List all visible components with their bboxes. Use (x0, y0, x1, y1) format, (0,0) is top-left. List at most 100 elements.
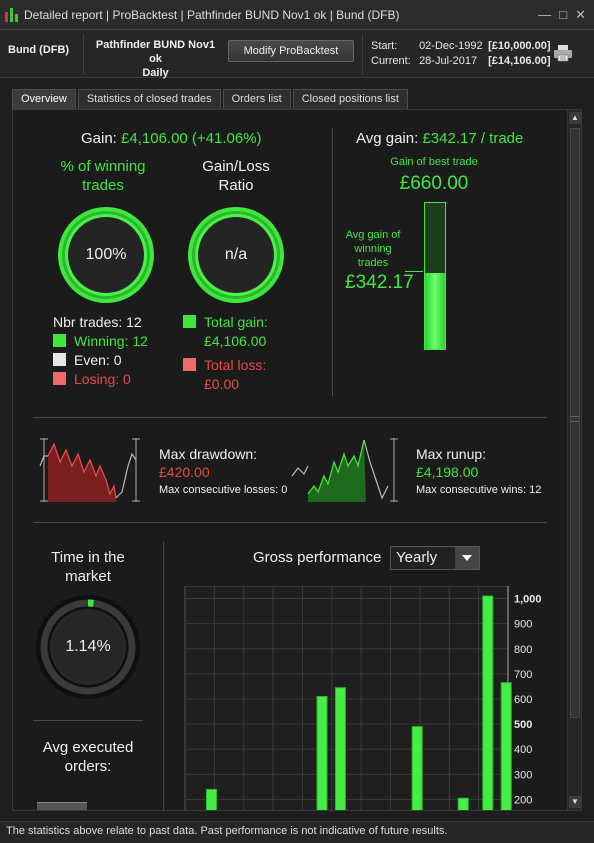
close-button[interactable]: ✕ (575, 6, 586, 22)
modify-probacktest-button[interactable]: Modify ProBacktest (228, 40, 354, 62)
gain-label: Gain: (81, 130, 117, 147)
time-in-market-gauge: 1.14% (35, 594, 141, 700)
strategy-timeframe: Daily (142, 67, 169, 79)
performance-bar (334, 687, 346, 810)
time-in-market-value: 1.14% (65, 638, 111, 655)
y-tick-label: 200 (514, 794, 532, 806)
tab-overview[interactable]: Overview (12, 89, 76, 109)
maximize-button[interactable]: □ (559, 6, 568, 22)
start-amount: [£10,000.00] (488, 40, 551, 52)
y-tick-label: 800 (514, 644, 532, 656)
candlestick-icon (4, 7, 20, 23)
winning-swatch (53, 334, 66, 347)
gross-performance-chart: 1,000 900 800 700 600 500 400 300 200 (184, 586, 542, 810)
max-consecutive-wins: Max consecutive wins: 12 (416, 484, 542, 496)
avg-gain-bar (424, 202, 446, 350)
scroll-up-icon[interactable]: ▲ (569, 112, 581, 124)
even-count: Even: 0 (74, 352, 122, 368)
tab-statistics-closed-trades[interactable]: Statistics of closed trades (77, 89, 221, 109)
scrollbar-grip-icon (571, 416, 579, 422)
drawdown-chart-icon (39, 438, 140, 502)
current-amount: [£14,106.00] (488, 55, 551, 67)
pct-winning-value: 100% (85, 246, 127, 263)
avg-gain-value: £342.17 / trade (422, 130, 524, 147)
performance-bar (316, 695, 328, 810)
drawdown-stats: Max drawdown: £420.00 Max consecutive lo… (159, 445, 287, 499)
trades-count: Nbr trades: 12 Winning: 12 Even: 0 Losin… (53, 313, 148, 389)
overview-panel: Gain: £4,106.00 (+41.06%) % of winning t… (12, 109, 582, 811)
avg-gain-summary: Avg gain: £342.17 / trade (356, 130, 523, 147)
gain-loss-gauge: n/a (183, 202, 289, 308)
report-header: Bund (DFB) Pathfinder BUND Nov1 ok Daily… (0, 30, 594, 80)
total-loss-swatch (183, 358, 196, 371)
start-date: 02-Dec-1992 (419, 40, 483, 52)
current-date: 28-Jul-2017 (419, 55, 478, 67)
pct-winning-gauge: 100% (53, 202, 159, 308)
scrollbar-thumb[interactable] (570, 128, 580, 718)
total-loss-value: £0.00 (204, 376, 240, 392)
best-trade-value: £660.00 (399, 173, 469, 194)
gain-loss-value: n/a (224, 246, 248, 263)
avg-executed-orders-label: Avg executed orders: (42, 739, 134, 775)
avg-gain-bar-fill (425, 273, 445, 349)
gain-summary: Gain: £4,106.00 (+41.06%) (81, 130, 262, 147)
y-tick-label: 300 (514, 769, 532, 781)
vertical-scrollbar[interactable]: ▲ ▼ (567, 110, 581, 810)
max-runup-label: Max runup: (416, 446, 487, 462)
section-divider (332, 128, 333, 396)
header-divider (83, 34, 84, 74)
period-select[interactable]: Yearly (390, 546, 480, 570)
current-label: Current: (371, 55, 411, 67)
overview-content: Gain: £4,106.00 (+41.06%) % of winning t… (13, 110, 566, 810)
instrument-name: Bund (DFB) (8, 44, 70, 56)
performance-bar (205, 788, 217, 810)
total-gain-label: Total gain: (204, 314, 268, 330)
strategy-title: Pathfinder BUND Nov1 ok (95, 39, 216, 65)
scroll-down-icon[interactable]: ▼ (569, 796, 581, 808)
total-gain-value: £4,106.00 (204, 333, 267, 349)
time-in-market-label: Time in the market (51, 549, 125, 585)
report-tabs: Overview Statistics of closed trades Ord… (12, 89, 408, 109)
avg-pointer-line (405, 271, 423, 272)
window-titlebar: Detailed report | ProBacktest | Pathfind… (0, 0, 594, 30)
gain-loss-label: Gain/Loss Ratio (202, 158, 270, 194)
nbr-trades: Nbr trades: 12 (53, 314, 142, 330)
runup-stats: Max runup: £4,198.00 Max consecutive win… (416, 445, 541, 499)
print-icon[interactable] (553, 44, 573, 62)
performance-bar (482, 595, 494, 810)
winning-count: Winning: 12 (74, 333, 148, 349)
y-tick-label: 600 (514, 694, 532, 706)
period-select-value: Yearly (396, 549, 438, 566)
section-divider (33, 720, 143, 721)
max-runup-value: £4,198.00 (416, 464, 479, 480)
tab-closed-positions-list[interactable]: Closed positions list (292, 89, 408, 109)
section-divider (33, 417, 547, 418)
window-title: Detailed report | ProBacktest | Pathfind… (24, 7, 400, 22)
tab-orders-list[interactable]: Orders list (222, 89, 291, 109)
losing-swatch (53, 372, 66, 385)
date-range: Start: 02-Dec-1992 [£10,000.00] Current:… (371, 39, 551, 69)
performance-bar (457, 797, 469, 810)
best-trade-label: Gain of best trade (390, 156, 478, 168)
y-tick-label: 400 (514, 744, 532, 756)
losing-count: Losing: 0 (74, 371, 131, 387)
strategy-name: Pathfinder BUND Nov1 ok Daily (88, 38, 223, 80)
y-tick-label: 500 (514, 719, 532, 731)
section-divider (163, 542, 164, 810)
header-divider (362, 34, 363, 74)
y-tick-label: 1,000 (514, 594, 542, 606)
gain-value: £4,106.00 (+41.06%) (121, 130, 262, 147)
disclaimer-footer: The statistics above relate to past data… (0, 821, 594, 843)
total-gain-swatch (183, 315, 196, 328)
totals: Total gain: £4,106.00 Total loss: £0.00 (183, 313, 268, 394)
section-divider (33, 522, 547, 523)
avg-winning-label: Avg gain of winning trades (345, 229, 401, 269)
runup-chart-icon (291, 438, 398, 502)
performance-bar (500, 682, 512, 810)
max-consecutive-losses: Max consecutive losses: 0 (159, 484, 288, 496)
even-swatch (53, 353, 66, 366)
y-tick-label: 900 (514, 619, 532, 631)
minimize-button[interactable]: — (538, 6, 552, 22)
total-loss-label: Total loss: (204, 357, 267, 373)
pct-winning-label: % of winning trades (60, 158, 146, 194)
